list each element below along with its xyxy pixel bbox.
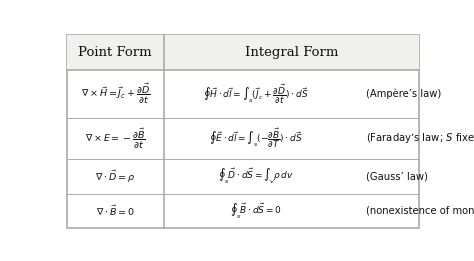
Text: $\oint_s \vec{B} \cdot d\vec{S} = 0$: $\oint_s \vec{B} \cdot d\vec{S} = 0$ [230,201,282,221]
Text: $\nabla \times \vec{H} = \vec{J}_c + \dfrac{\partial \vec{D}}{\partial t}$: $\nabla \times \vec{H} = \vec{J}_c + \df… [81,82,150,106]
Bar [66,35,419,70]
Text: $\nabla \cdot \vec{B} = 0$: $\nabla \cdot \vec{B} = 0$ [96,204,135,218]
Text: (Ampère’s law): (Ampère’s law) [366,89,441,99]
Text: $\oint \vec{E} \cdot d\vec{l} = \int_s (-\dfrac{\partial \vec{B}}{\partial T}) \: $\oint \vec{E} \cdot d\vec{l} = \int_s (… [209,127,302,151]
Text: (Gauss’ law): (Gauss’ law) [366,171,428,181]
Text: $\nabla \cdot \vec{D} = \rho$: $\nabla \cdot \vec{D} = \rho$ [95,168,135,185]
Text: Point Form: Point Form [79,46,152,59]
Text: $\oint_s \vec{D} \cdot d\vec{S} = \int_v \rho\, dv$: $\oint_s \vec{D} \cdot d\vec{S} = \int_v… [218,167,294,186]
Text: (Faraday’s law; $S$ fixed): (Faraday’s law; $S$ fixed) [366,132,474,145]
Text: Integral Form: Integral Form [245,46,338,59]
Text: $\nabla \times E = -\dfrac{\partial \vec{B}}{\partial t}$: $\nabla \times E = -\dfrac{\partial \vec… [85,126,146,151]
Text: $\oint \vec{H} \cdot d\vec{l} = \int_s (\vec{J}_c + \dfrac{\partial \vec{D}}{\pa: $\oint \vec{H} \cdot d\vec{l} = \int_s (… [203,82,309,106]
Text: (nonexistence of monopole): (nonexistence of monopole) [366,206,474,216]
